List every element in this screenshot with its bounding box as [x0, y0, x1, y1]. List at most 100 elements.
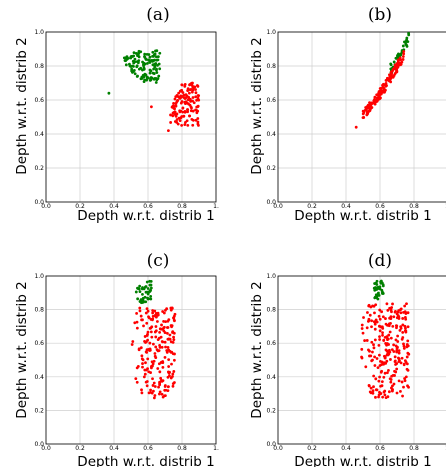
panel-d-series-1-point: [371, 358, 374, 362]
panel-d-series-1-point: [383, 393, 387, 397]
panel-a-series-1-point: [194, 118, 198, 122]
panel-c-series-1-point: [159, 327, 163, 331]
panel-d-series-1-point: [380, 363, 383, 367]
panel-c-series-0-point: [146, 287, 150, 290]
panel-d-ytick-4: 0.8: [266, 307, 276, 314]
panel-a-series-1-point: [195, 84, 199, 87]
panel-c-series-1-point: [161, 360, 165, 363]
panel-b-series-1-point: [369, 105, 373, 109]
panel-d-series-1-point: [391, 324, 395, 328]
panel-d-series-1-point: [402, 362, 406, 366]
panel-c-series-1-point: [157, 336, 161, 340]
panel-d-series-1-point: [378, 317, 382, 321]
panel-a-ticks: 0.0 0.2 0.4 0.6 0.8 1. 0.0 0.2 0.4 0.6 0.8 1.0: [34, 29, 218, 210]
panel-d-series-1-point: [396, 334, 400, 338]
panel-c-series-0-point: [145, 290, 149, 294]
panel-d-series-1-point: [369, 386, 373, 390]
panel-d-series-1-point: [369, 354, 373, 358]
panel-d-series-1-point: [388, 330, 392, 334]
panel-a-series-1-point: [191, 123, 195, 127]
panel-d-series-1-point: [399, 389, 402, 393]
panel-b-series-1-point: [366, 110, 369, 114]
panel-c-series-0-point: [148, 279, 152, 283]
panel-a-series-0-point: [130, 69, 134, 73]
panel-a-series-0-point: [152, 67, 156, 71]
panel-d-series-0-point: [379, 281, 383, 285]
panel-d-series-1-point: [406, 351, 410, 355]
panel-c-series-1-point: [152, 396, 156, 400]
panel-b-series-0-point: [392, 60, 396, 64]
panel-a-series-0-point: [144, 73, 148, 77]
panel-a-series-0-point: [126, 57, 130, 60]
panel-a-series-1-point: [175, 94, 179, 97]
panel-a-xtick-4: 0.8: [177, 203, 187, 210]
panel-d-title: (d): [368, 251, 392, 271]
panel-a-series-1-point: [178, 119, 182, 122]
panel-a-series-1-point: [183, 97, 187, 100]
panel-d-series-1-point: [381, 331, 384, 334]
panel-d-series-1-point: [402, 347, 406, 350]
panel-d-series-1-point: [392, 350, 396, 353]
panel-c-series-1-point: [146, 333, 149, 336]
panel-c-series-1-point: [151, 311, 155, 315]
panel-a-series-1-point: [190, 90, 194, 94]
panel-c-ytick-1: 0.2: [34, 407, 44, 414]
panel-a-series-1-point: [174, 102, 178, 105]
panel-a-series-0-point: [151, 60, 154, 63]
panel-b-points: [354, 31, 411, 129]
panel-c-series-0-point: [136, 287, 140, 290]
panel-c-series-1-point: [154, 325, 158, 328]
panel-d-ytick-3: 0.6: [266, 340, 276, 347]
panel-a-series-1-point: [187, 91, 191, 95]
panel-c-series-1-point: [156, 320, 159, 323]
panel-a-series-0-point: [142, 63, 145, 67]
panel-b-ylabel: Depth w.r.t. distrib 2: [249, 37, 265, 174]
panel-d-series-0-point: [375, 293, 379, 297]
panel-d-series-1-point: [379, 359, 382, 363]
panel-b-ytick-2: 0.4: [266, 131, 276, 138]
panel-d-series-1-point: [380, 325, 383, 329]
panel-a-series-1-point: [167, 129, 170, 133]
panel-c-series-1-point: [143, 335, 147, 338]
panel-b-series-1-point: [361, 112, 365, 116]
panel-d-series-1-point: [399, 361, 403, 365]
panel-d-series-1-point: [403, 324, 407, 328]
panel-a-series-1-point: [177, 116, 181, 120]
panel-c-series-1-point: [135, 380, 139, 384]
panel-d-series-1-point: [404, 375, 408, 379]
panel-b-series-1-point: [382, 82, 385, 86]
panel-c-series-1-point: [144, 350, 148, 354]
panel-d-series-1-point: [399, 311, 403, 315]
panel-a-series-0-point: [146, 76, 150, 80]
panel-c-series-0-point: [141, 292, 144, 296]
panel-d-series-1-point: [380, 310, 384, 314]
panel-a-series-0-point: [135, 64, 139, 68]
panel-a-series-1-point: [173, 110, 177, 114]
panel-d-series-1-point: [387, 390, 391, 394]
panel-a-xtick-2: 0.4: [109, 203, 119, 210]
panel-a-series-1-point: [175, 112, 179, 116]
panel-d-series-1-point: [378, 338, 382, 341]
panel-c-series-0-point: [149, 294, 153, 298]
panel-d-series-1-point: [405, 302, 408, 306]
panel-d-series-1-point: [386, 323, 389, 327]
panel-a-series-0-point: [152, 55, 155, 58]
panel-d-series-1-point: [377, 343, 381, 347]
panel-d-series-1-point: [392, 382, 396, 386]
panel-d-series-1-point: [368, 349, 371, 353]
panel-a-series-0-point: [154, 81, 158, 84]
panel-a-series-1-point: [179, 89, 183, 93]
panel-b-series-1-point: [375, 93, 379, 97]
panel-a-ytick-2: 0.4: [34, 131, 44, 138]
panel-d-xtick-3: 0.6: [375, 445, 385, 452]
panel-d-series-1-point: [406, 344, 410, 348]
panel-a-series-0-point: [147, 58, 150, 62]
panel-c-series-1-point: [164, 320, 168, 324]
panel-c-series-1-point: [158, 392, 161, 396]
panel-d-series-1-point: [403, 316, 407, 319]
panel-d-series-1-point: [362, 316, 365, 319]
panel-c-series-1-point: [153, 394, 157, 397]
panel-d-series-1-point: [380, 369, 384, 373]
panel-c-series-1-point: [163, 384, 167, 387]
panel-b-series-1-point: [397, 62, 401, 66]
